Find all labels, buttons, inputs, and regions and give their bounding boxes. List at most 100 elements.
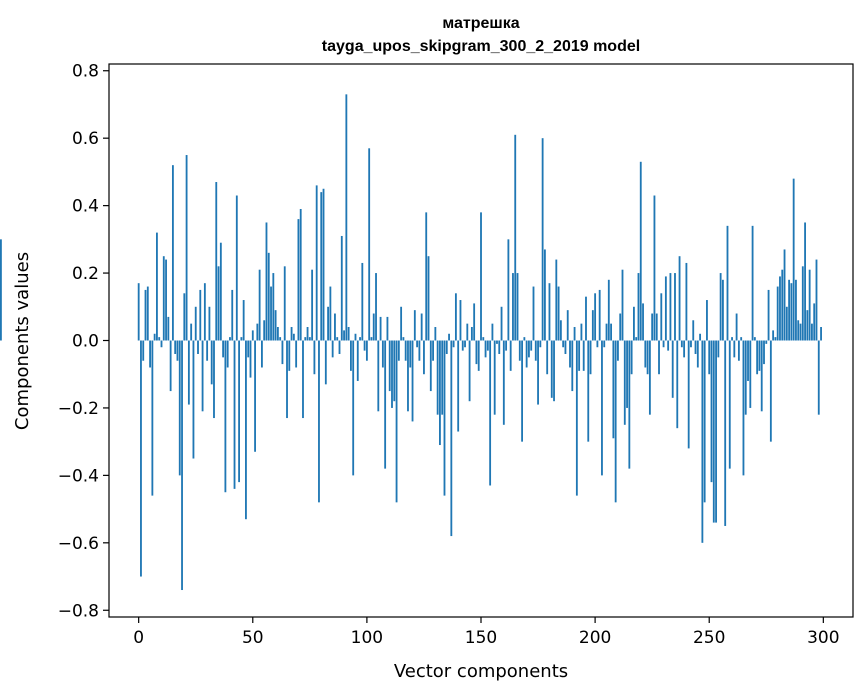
x-tick-label: 250 <box>693 628 725 648</box>
bar-19 <box>181 340 183 591</box>
bar-69 <box>295 340 298 368</box>
bar-160 <box>502 340 505 425</box>
bar-172 <box>530 340 533 351</box>
bar-100 <box>365 340 368 361</box>
bar-275 <box>765 340 768 344</box>
bar-242 <box>690 340 692 348</box>
bar-228 <box>658 340 660 375</box>
bar-169 <box>523 337 526 341</box>
bar-144 <box>466 323 469 341</box>
bar-142 <box>461 340 464 351</box>
bar-126 <box>425 212 428 341</box>
bar-244 <box>694 340 697 354</box>
bar-297 <box>815 259 818 341</box>
bar-6 <box>151 340 154 496</box>
bar-1 <box>140 340 142 577</box>
y-tick-label: 0.4 <box>72 197 99 217</box>
bar-152 <box>484 340 487 358</box>
bar-270 <box>753 337 756 341</box>
bar-68 <box>292 333 295 341</box>
bar-22 <box>187 340 190 405</box>
bar-119 <box>409 340 412 368</box>
bar-227 <box>655 313 658 341</box>
bar-166 <box>516 273 519 341</box>
bar-176 <box>539 340 542 348</box>
bar-41 <box>231 289 234 341</box>
bar-241 <box>687 340 690 449</box>
bar-135 <box>445 340 448 354</box>
bar-202 <box>598 289 601 341</box>
bar-181 <box>550 340 553 398</box>
bar-151 <box>482 337 485 341</box>
bar-129 <box>432 340 434 361</box>
bar-293 <box>806 310 809 341</box>
y-tick-label: 0.8 <box>72 62 99 82</box>
bar-289 <box>797 320 800 341</box>
bar-216 <box>630 340 633 375</box>
bar-274 <box>763 340 765 365</box>
bar-34 <box>215 182 218 341</box>
bar-137 <box>450 340 453 537</box>
bar-45 <box>240 337 243 341</box>
bar-189 <box>569 340 571 368</box>
bar-259 <box>728 340 731 469</box>
bar-193 <box>578 340 581 371</box>
bar-162 <box>507 239 510 341</box>
bar-103 <box>372 313 375 341</box>
x-tick-label: 200 <box>579 628 611 648</box>
bar-84 <box>329 286 332 341</box>
bar-154 <box>489 340 492 486</box>
bar-201 <box>596 340 599 348</box>
bar-96 <box>356 340 359 381</box>
bar-39 <box>226 340 229 368</box>
bar-63 <box>281 340 284 365</box>
bar-15 <box>171 165 174 341</box>
x-axis-label: Vector components <box>394 661 568 682</box>
bar-138 <box>452 340 455 348</box>
bar-183 <box>555 259 558 341</box>
bar-77 <box>313 340 316 375</box>
bar-232 <box>667 340 670 351</box>
bar-250 <box>708 340 711 375</box>
bar-262 <box>735 313 738 341</box>
bar-90 <box>343 330 345 341</box>
bar-28 <box>201 340 204 412</box>
bar-85 <box>331 340 334 358</box>
bar-98 <box>361 262 364 341</box>
bar-261 <box>733 340 736 358</box>
bar-4 <box>146 286 149 341</box>
bar-32 <box>210 340 213 385</box>
bar-27 <box>199 289 202 341</box>
bar-163 <box>509 340 512 371</box>
bar-295 <box>811 323 813 341</box>
bar-237 <box>678 256 681 341</box>
bar-290 <box>799 323 802 341</box>
bar-281 <box>779 276 781 341</box>
bar-95 <box>354 333 357 341</box>
bar-210 <box>617 340 619 361</box>
bar-140 <box>457 340 460 432</box>
bar-76 <box>311 269 314 341</box>
bar-75 <box>308 337 311 341</box>
bar-177 <box>541 138 544 341</box>
bar-73 <box>304 337 307 341</box>
bar-279 <box>774 337 777 341</box>
bars-group <box>0 94 822 591</box>
bar-286 <box>790 283 793 341</box>
bar-255 <box>719 273 722 341</box>
bar-253 <box>715 340 717 523</box>
x-tick-label: 300 <box>807 628 839 648</box>
y-tick-label: −0.6 <box>58 534 99 554</box>
bar-200 <box>594 293 597 341</box>
bar-220 <box>639 161 642 341</box>
bar-13 <box>167 316 170 341</box>
bar-10 <box>160 340 163 348</box>
bar-204 <box>603 340 606 348</box>
bar-93 <box>350 340 352 371</box>
bar-156 <box>493 340 496 415</box>
bar-185 <box>559 320 562 341</box>
bar-33 <box>213 340 215 419</box>
bar-128 <box>429 340 432 392</box>
bar-56 <box>265 222 268 341</box>
bar-246 <box>699 333 702 341</box>
